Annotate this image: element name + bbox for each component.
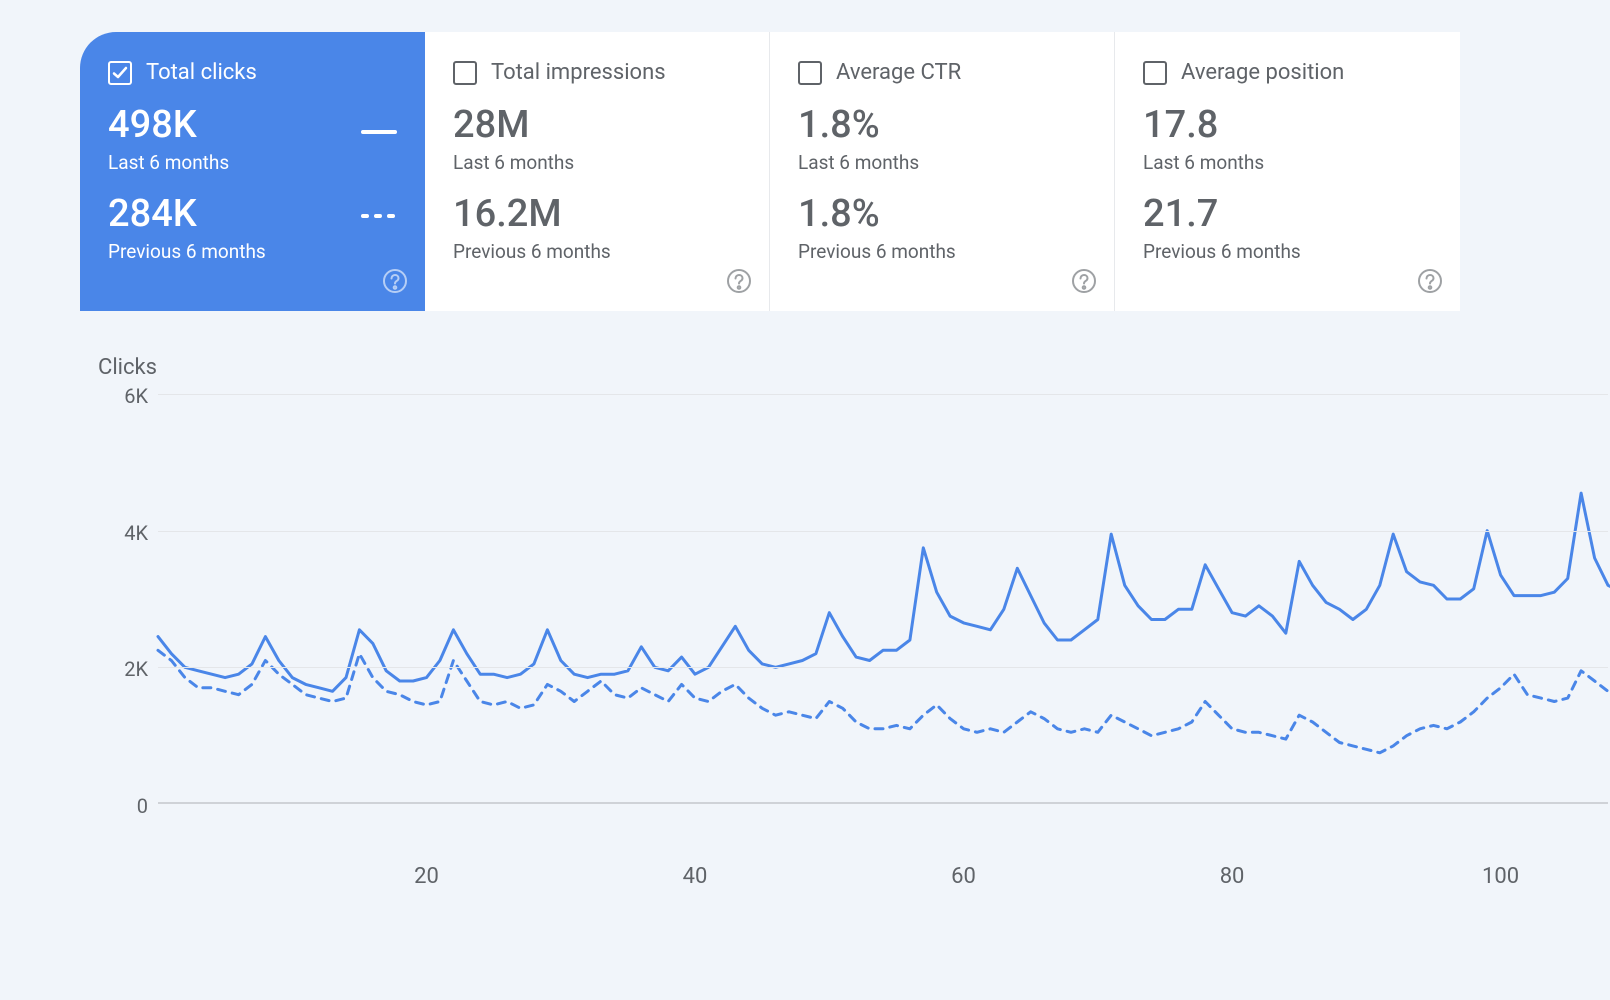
metric-previous-label: Previous 6 months — [798, 240, 1094, 263]
checkbox-empty-icon[interactable] — [798, 61, 822, 85]
card-title: Total impressions — [491, 60, 666, 85]
chart-wrap: 0 2K 4K 6K 20 40 60 80 100 — [98, 384, 1608, 944]
metric-previous-label: Previous 6 months — [1143, 240, 1440, 263]
metric-previous-label: Previous 6 months — [453, 240, 749, 263]
y-tick-label: 0 — [137, 794, 148, 818]
legend-dashed-line-icon — [361, 214, 397, 218]
metric-card-impressions[interactable]: Total impressions 28M Last 6 months 16.2M Pr… — [425, 32, 770, 311]
x-tick-label: 80 — [1220, 864, 1245, 889]
x-tick-label: 40 — [683, 864, 708, 889]
metric-current-value: 498K — [108, 103, 405, 147]
grid-line — [158, 531, 1608, 532]
chart-plot — [158, 394, 1608, 804]
card-header: Average position — [1143, 60, 1440, 85]
grid-line — [158, 394, 1608, 395]
help-icon[interactable] — [725, 267, 753, 295]
metric-current-value: 17.8 — [1143, 103, 1440, 147]
x-tick-label: 20 — [414, 864, 439, 889]
chart-y-labels: 02K4K6K — [98, 384, 158, 794]
card-header: Total clicks — [108, 60, 405, 85]
metric-current-label: Last 6 months — [108, 151, 405, 174]
y-tick-label: 6K — [124, 384, 148, 408]
grid-line — [158, 667, 1608, 668]
help-icon[interactable] — [381, 267, 409, 295]
card-header: Average CTR — [798, 60, 1094, 85]
series-current — [158, 493, 1610, 691]
metric-cards-row: Total clicks 498K Last 6 months 284KPreviou… — [80, 32, 1610, 311]
metric-current-value: 1.8% — [798, 103, 1094, 147]
card-header: Total impressions — [453, 60, 749, 85]
legend-solid-line-icon — [361, 130, 397, 134]
metric-previous: 284KPrevious 6 months — [108, 192, 405, 263]
metric-previous: 1.8% Previous 6 months — [798, 192, 1094, 263]
card-title: Total clicks — [146, 60, 257, 85]
metric-previous: 16.2M Previous 6 months — [453, 192, 749, 263]
chart-area: Clicks 0 2K 4K 6K 20 40 60 80 100 — [80, 355, 1610, 944]
metric-previous-value: 21.7 — [1143, 192, 1440, 236]
y-tick-label: 4K — [124, 521, 148, 545]
metric-current-label: Last 6 months — [453, 151, 749, 174]
dashboard-root: Total clicks 498K Last 6 months 284KPreviou… — [0, 0, 1610, 1000]
metric-previous: 21.7 Previous 6 months — [1143, 192, 1440, 263]
metric-current-label: Last 6 months — [798, 151, 1094, 174]
x-tick-label: 60 — [951, 864, 976, 889]
metric-current: 1.8% Last 6 months — [798, 103, 1094, 174]
metric-current-label: Last 6 months — [1143, 151, 1440, 174]
metric-card-clicks[interactable]: Total clicks 498K Last 6 months 284KPreviou… — [80, 32, 425, 311]
help-icon[interactable] — [1070, 267, 1098, 295]
metric-current: 498K Last 6 months — [108, 103, 405, 174]
card-title: Average position — [1181, 60, 1344, 85]
metric-current: 17.8 Last 6 months — [1143, 103, 1440, 174]
card-title: Average CTR — [836, 60, 961, 85]
chart-x-axis — [158, 802, 1608, 804]
y-tick-label: 2K — [124, 657, 148, 681]
chart-y-title: Clicks — [98, 355, 1610, 380]
x-tick-label: 100 — [1482, 864, 1519, 889]
metric-previous-value: 16.2M — [453, 192, 749, 236]
metric-current-value: 28M — [453, 103, 749, 147]
chart-lines-svg — [158, 394, 1608, 804]
series-previous — [158, 650, 1610, 753]
metric-card-position[interactable]: Average position 17.8 Last 6 months 21.7 Pre… — [1115, 32, 1460, 311]
checkbox-empty-icon[interactable] — [453, 61, 477, 85]
checkbox-checked-icon[interactable] — [108, 61, 132, 85]
metric-current: 28M Last 6 months — [453, 103, 749, 174]
metric-previous-label: Previous 6 months — [108, 240, 405, 263]
metric-card-ctr[interactable]: Average CTR 1.8% Last 6 months 1.8% Previous… — [770, 32, 1115, 311]
metric-previous-value: 1.8% — [798, 192, 1094, 236]
help-icon[interactable] — [1416, 267, 1444, 295]
checkbox-empty-icon[interactable] — [1143, 61, 1167, 85]
chart-x-labels: 20 40 60 80 100 — [158, 864, 1608, 894]
